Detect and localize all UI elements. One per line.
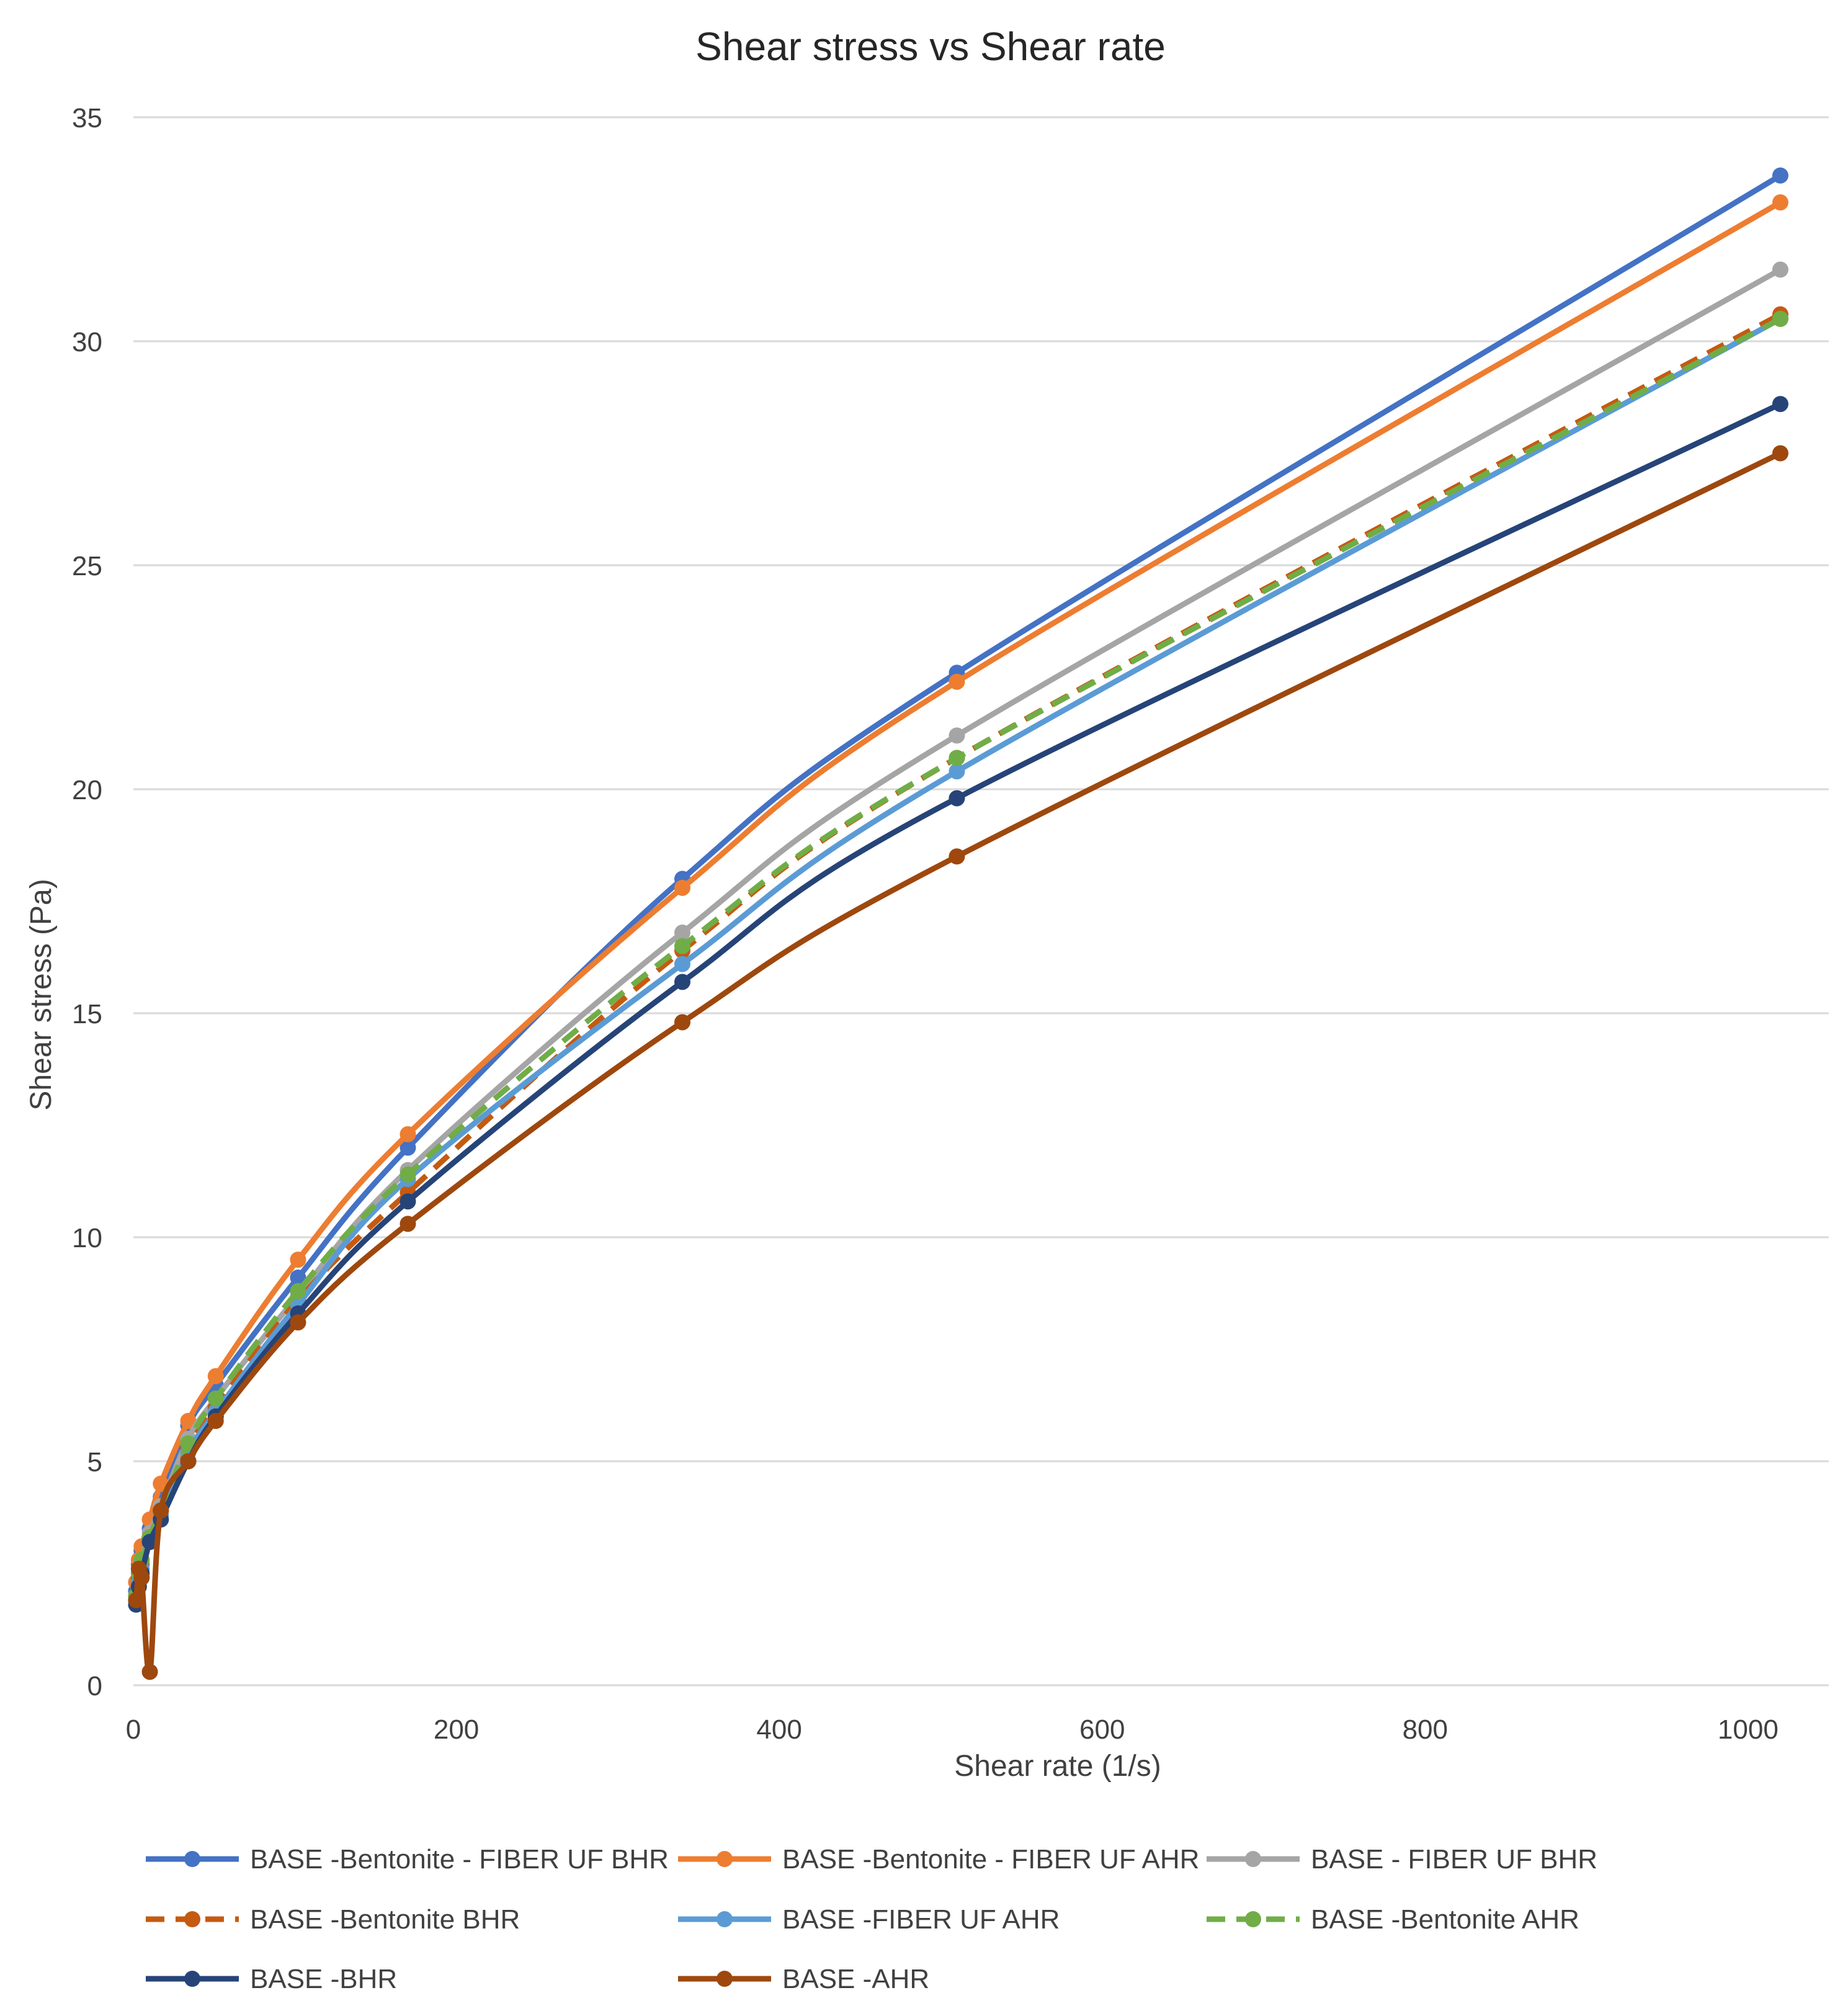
series-2-point-6 [180, 1413, 197, 1430]
legend-item-8: BASE -AHR [678, 1964, 929, 1994]
legend-marker-3 [1245, 1851, 1261, 1867]
series-2-point-9 [400, 1126, 416, 1142]
legend: BASE -Bentonite - FIBER UF BHR BASE -Bent… [146, 1844, 1597, 1994]
series-6-point-12 [1772, 310, 1788, 327]
x-tick-1000: 1000 [1718, 1714, 1779, 1745]
series-8-point-7 [207, 1413, 224, 1430]
series-8-point-9 [400, 1216, 416, 1232]
series-8-point-8 [290, 1314, 306, 1331]
series-6-point-8 [290, 1283, 306, 1299]
series-2-point-11 [949, 673, 965, 690]
series-6-point-11 [949, 750, 965, 766]
y-tick-0: 0 [87, 1671, 102, 1701]
legend-label-2: BASE -Bentonite - FIBER UF AHR [782, 1844, 1199, 1875]
series-5-point-11 [949, 763, 965, 780]
series-6-point-7 [207, 1390, 224, 1407]
series-8-point-12 [1772, 445, 1788, 462]
y-tick-35: 35 [72, 103, 102, 133]
series-7-point-12 [1772, 396, 1788, 413]
y-tick-20: 20 [72, 775, 102, 805]
y-tick-labels: 0 5 10 15 20 25 30 35 [72, 103, 102, 1701]
legend-label-8: BASE -AHR [782, 1964, 929, 1994]
series-1-point-8 [290, 1269, 306, 1286]
series-8-point-11 [949, 848, 965, 865]
series-group [128, 167, 1788, 1680]
chart-title: Shear stress vs Shear rate [695, 24, 1166, 69]
series-3-point-10 [674, 925, 690, 941]
series-8 [128, 445, 1788, 1680]
legend-marker-4 [184, 1911, 200, 1927]
x-tick-400: 400 [756, 1714, 801, 1745]
legend-marker-2 [717, 1851, 733, 1867]
legend-label-5: BASE -FIBER UF AHR [782, 1904, 1060, 1935]
legend-label-3: BASE - FIBER UF BHR [1311, 1844, 1597, 1875]
series-8-point-3 [133, 1569, 150, 1586]
series-8-point-4 [141, 1664, 158, 1680]
grid-lines [133, 116, 1829, 1687]
x-axis-label: Shear rate (1/s) [954, 1750, 1161, 1783]
legend-item-5: BASE -FIBER UF AHR [678, 1904, 1060, 1935]
series-5-point-10 [674, 956, 690, 972]
y-tick-30: 30 [72, 327, 102, 357]
series-2-point-8 [290, 1252, 306, 1268]
series-8-point-6 [180, 1453, 197, 1469]
legend-marker-5 [717, 1911, 733, 1927]
series-3-point-11 [949, 727, 965, 744]
legend-item-7: BASE -BHR [146, 1964, 397, 1994]
legend-item-3: BASE - FIBER UF BHR [1207, 1844, 1597, 1875]
legend-marker-1 [184, 1851, 200, 1867]
series-7-point-10 [674, 974, 690, 990]
legend-item-4: BASE -Bentonite BHR [146, 1904, 520, 1935]
y-tick-5: 5 [87, 1447, 102, 1477]
legend-label-4: BASE -Bentonite BHR [250, 1904, 520, 1935]
legend-item-1: BASE -Bentonite - FIBER UF BHR [146, 1844, 669, 1875]
series-2-point-7 [207, 1368, 224, 1384]
x-tick-0: 0 [126, 1714, 141, 1745]
series-1-point-12 [1772, 167, 1788, 184]
legend-label-1: BASE -Bentonite - FIBER UF BHR [250, 1844, 669, 1875]
legend-label-7: BASE -BHR [250, 1964, 397, 1994]
legend-label-6: BASE -Bentonite AHR [1311, 1904, 1579, 1935]
legend-marker-7 [184, 1971, 200, 1987]
series-6-point-10 [674, 938, 690, 954]
x-tick-600: 600 [1079, 1714, 1125, 1745]
series-7-point-4 [141, 1533, 158, 1550]
y-axis-label: Shear stress (Pa) [25, 879, 58, 1110]
x-tick-labels: 0 200 400 600 800 1000 [126, 1714, 1779, 1745]
x-tick-200: 200 [434, 1714, 479, 1745]
series-7-point-11 [949, 790, 965, 807]
series-6-point-9 [400, 1166, 416, 1183]
series-3-point-12 [1772, 261, 1788, 278]
y-tick-15: 15 [72, 999, 102, 1029]
y-tick-25: 25 [72, 551, 102, 581]
series-8-point-1 [128, 1592, 145, 1608]
legend-item-6: BASE -Bentonite AHR [1207, 1904, 1579, 1935]
legend-item-2: BASE -Bentonite - FIBER UF AHR [678, 1844, 1199, 1875]
series-2-point-12 [1772, 194, 1788, 211]
legend-marker-6 [1245, 1911, 1261, 1927]
series-7-point-9 [400, 1193, 416, 1210]
x-tick-800: 800 [1403, 1714, 1448, 1745]
series-8-point-5 [153, 1502, 169, 1519]
legend-marker-8 [717, 1971, 733, 1987]
y-tick-10: 10 [72, 1223, 102, 1253]
series-2-point-10 [674, 879, 690, 896]
series-1-point-9 [400, 1139, 416, 1156]
series-8-point-10 [674, 1014, 690, 1031]
